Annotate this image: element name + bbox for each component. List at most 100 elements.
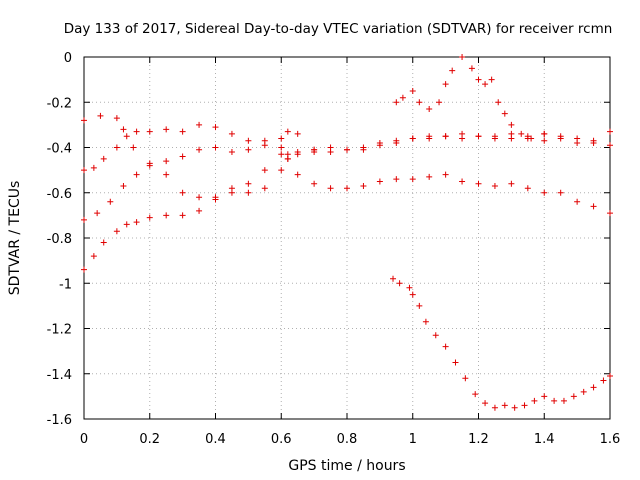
data-point <box>196 146 203 153</box>
data-point <box>179 189 186 196</box>
data-point <box>557 135 564 142</box>
data-point <box>574 139 581 146</box>
data-point <box>482 81 489 88</box>
data-point <box>393 99 400 106</box>
data-point <box>551 397 558 404</box>
data-point <box>90 253 97 260</box>
data-point <box>94 210 101 217</box>
data-point <box>468 65 475 72</box>
data-point <box>376 178 383 185</box>
data-point <box>245 189 252 196</box>
data-point <box>179 128 186 135</box>
data-point <box>511 404 518 411</box>
data-point <box>123 133 130 140</box>
y-tick-label: -1 <box>59 277 72 292</box>
x-axis-label: GPS time / hours <box>288 458 405 474</box>
data-point <box>376 142 383 149</box>
data-point <box>130 144 137 151</box>
y-tick-label: -0.8 <box>47 232 72 247</box>
data-point <box>432 332 439 339</box>
data-point <box>133 219 140 226</box>
data-point <box>228 149 235 156</box>
data-point <box>196 121 203 128</box>
data-point <box>442 171 449 178</box>
data-point <box>311 146 318 153</box>
data-point <box>409 291 416 298</box>
data-point <box>278 167 285 174</box>
data-point <box>163 126 170 133</box>
data-point <box>600 377 607 384</box>
data-point <box>146 162 153 169</box>
data-point <box>501 402 508 409</box>
data-point <box>245 180 252 187</box>
data-point <box>491 404 498 411</box>
data-point <box>607 128 613 135</box>
y-tick-label: -0.4 <box>47 142 72 157</box>
y-axis-label: SDTVAR / TECUs <box>7 181 23 296</box>
x-tick-label: 0.6 <box>271 432 292 447</box>
x-tick-label: 1.2 <box>468 432 489 447</box>
data-point <box>261 167 268 174</box>
data-point <box>459 54 466 60</box>
data-point <box>541 393 548 400</box>
data-point <box>212 144 219 151</box>
series-track-f <box>390 275 613 411</box>
data-point <box>179 153 186 160</box>
y-tick-label: 0 <box>64 51 72 66</box>
data-point <box>462 375 469 382</box>
data-point <box>501 110 508 117</box>
series-track-a <box>81 112 613 217</box>
data-point <box>482 400 489 407</box>
data-point <box>113 115 120 122</box>
data-point <box>228 189 235 196</box>
data-point <box>278 151 285 158</box>
y-tick-labels: 0 -0.2 -0.4 -0.6 -0.8 -1 -1.2 -1.4 -1.6 <box>47 51 72 428</box>
data-point <box>245 146 252 153</box>
data-point <box>113 228 120 235</box>
data-point <box>133 128 140 135</box>
data-point <box>146 128 153 135</box>
series-track-d <box>81 146 318 273</box>
data-point <box>294 151 301 158</box>
data-point <box>449 67 456 74</box>
data-point <box>475 133 482 140</box>
data-point <box>570 393 577 400</box>
data-point <box>163 158 170 165</box>
y-tick-label: -1.6 <box>47 413 72 428</box>
data-point <box>294 130 301 137</box>
data-point <box>442 133 449 140</box>
y-tick-label: -0.6 <box>47 187 72 202</box>
data-point <box>278 135 285 142</box>
x-tick-label: 1.4 <box>534 432 555 447</box>
data-point <box>212 196 219 203</box>
y-tick-label: -0.2 <box>47 96 72 111</box>
data-point <box>123 221 130 228</box>
data-point <box>196 207 203 214</box>
data-point <box>146 214 153 221</box>
data-point <box>452 359 459 366</box>
data-point <box>590 139 597 146</box>
data-point <box>396 280 403 287</box>
data-point <box>120 126 127 133</box>
data-point <box>508 180 515 187</box>
data-point <box>261 185 268 192</box>
x-tick-label: 1 <box>409 432 417 447</box>
data-point <box>163 171 170 178</box>
x-tick-label: 1.6 <box>600 432 621 447</box>
data-point <box>294 171 301 178</box>
data-point <box>179 212 186 219</box>
data-point <box>416 302 423 309</box>
data-point <box>113 144 120 151</box>
grid <box>84 57 610 419</box>
series-track-c <box>81 130 613 223</box>
data-point <box>422 318 429 325</box>
data-point <box>491 135 498 142</box>
data-point <box>524 133 531 140</box>
data-point <box>393 176 400 183</box>
data-point <box>311 180 318 187</box>
data-point <box>580 388 587 395</box>
data-point <box>557 189 564 196</box>
y-tick-label: -1.2 <box>47 323 72 338</box>
data-point <box>327 185 334 192</box>
data-point <box>284 128 291 135</box>
